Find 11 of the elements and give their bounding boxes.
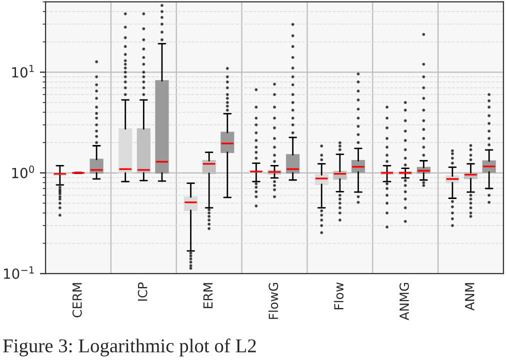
y-tick-label: 10$^{−1}$ xyxy=(4,266,34,279)
x-tick-label: FlowG xyxy=(268,282,278,319)
caption: Figure 3: Logarithmic plot of L2 xyxy=(3,338,256,356)
x-tick-label: ANMG xyxy=(400,282,409,320)
x-tick-label: ICP xyxy=(138,282,148,301)
y-tick-label: 10$^{1}$ xyxy=(12,64,34,78)
y-tick-label: 10$^{0}$ xyxy=(12,166,34,178)
x-tick-label: ERM xyxy=(203,283,213,308)
x-tick-label: CERM xyxy=(72,283,82,318)
x-tick-label: Flow xyxy=(334,282,344,310)
x-tick-label: ANM xyxy=(465,283,474,311)
